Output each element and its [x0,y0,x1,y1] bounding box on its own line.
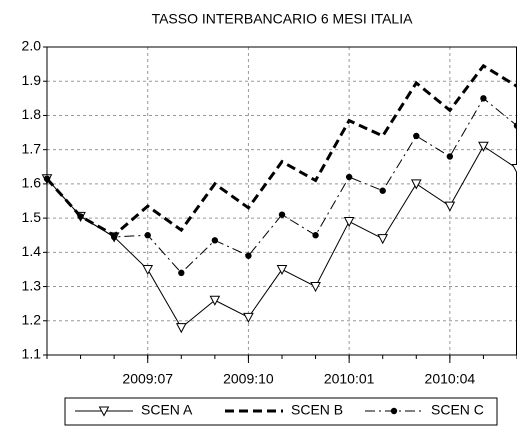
marker [310,282,321,293]
y-tick-label: 1.9 [22,72,42,88]
y-tick-label: 1.5 [22,209,42,225]
marker [43,175,51,182]
plot-frame [46,46,517,356]
marker [446,153,454,160]
marker [276,264,288,276]
series-line [46,97,517,274]
marker [480,95,487,102]
marker [312,232,319,239]
marker [345,173,353,181]
x-tick-label: 2010:01 [324,371,375,387]
x-tick-label: 2010:04 [425,371,476,387]
y-tick-label: 2.0 [22,38,42,54]
y-tick-label: 1.2 [22,311,42,327]
marker [513,122,517,129]
marker [245,252,252,259]
series-line [46,145,517,329]
marker [209,295,221,306]
marker [110,233,118,241]
legend-label: SCEN A [141,402,193,418]
marker [175,323,187,334]
legend-label: SCEN B [291,402,343,418]
marker [211,237,219,244]
y-tick-label: 1.7 [22,140,42,156]
marker [343,217,355,228]
marker [98,406,110,417]
chart-title: TASSO INTERBANCARIO 6 MESI ITALIA [152,11,414,27]
y-tick-label: 1.4 [22,243,42,259]
marker [511,163,517,175]
marker [243,312,254,323]
marker [390,407,398,415]
y-tick-label: 1.6 [22,175,42,191]
marker [413,132,420,140]
marker [144,232,151,239]
series-line [45,63,517,238]
y-tick-label: 1.3 [22,277,42,293]
marker [377,234,389,245]
x-tick-label: 2009:07 [122,371,173,387]
marker [478,141,489,152]
marker [178,269,185,277]
marker [379,187,386,194]
marker [77,213,84,220]
x-tick-label: 2009:10 [223,371,274,387]
marker [410,179,422,190]
marker [444,201,456,212]
y-tick-label: 1.8 [22,106,42,122]
y-tick-label: 1.1 [22,346,42,362]
marker [142,264,154,276]
legend-box [64,397,498,426]
marker [278,211,286,218]
legend-label: SCEN C [431,402,484,418]
